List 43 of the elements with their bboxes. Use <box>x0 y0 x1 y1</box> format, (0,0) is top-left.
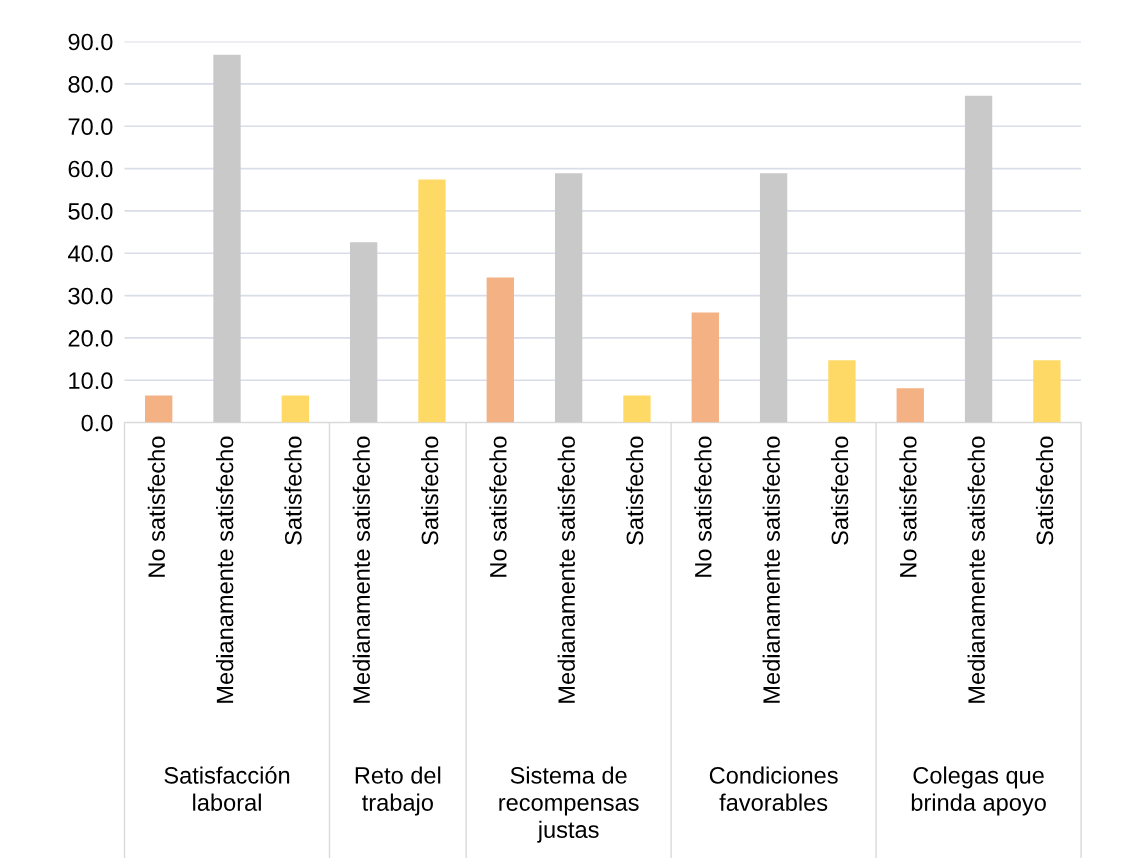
x-tick-label: Medianamente satisfecho <box>557 436 575 703</box>
bar <box>145 395 173 423</box>
text: Reto del trabajo <box>355 766 441 816</box>
bar <box>964 95 993 423</box>
text: Satisfacción laboral <box>164 766 290 811</box>
bar <box>691 312 719 423</box>
x-tick-label: Medianamente satisfecho <box>762 436 780 703</box>
bar <box>281 395 309 423</box>
text: Sistema de recompensas justas <box>499 766 639 843</box>
bar <box>1033 360 1061 423</box>
bar <box>896 388 924 423</box>
x-tick-label: No satisfecho <box>694 436 712 577</box>
x-tick-label: Medianamente satisfecho <box>967 436 985 703</box>
x-tick-label: Satisfecho <box>830 436 849 545</box>
y-tick-label: 50.0 <box>68 202 113 220</box>
bar <box>418 179 446 423</box>
y-tick-label: 90.0 <box>68 33 113 51</box>
bar <box>554 173 583 423</box>
x-tick-label: Satisfecho <box>284 436 302 545</box>
bar <box>213 54 241 423</box>
y-tick-label: 70.0 <box>68 118 113 136</box>
x-tick-label: No satisfecho <box>899 436 917 577</box>
x-tick-label: Satisfecho <box>625 436 644 545</box>
x-tick-label: Satisfecho <box>1035 436 1054 545</box>
bar <box>759 173 788 423</box>
bar <box>486 277 514 423</box>
y-tick-label: 60.0 <box>68 160 113 178</box>
bar <box>828 360 856 423</box>
x-tick-label: No satisfecho <box>489 436 507 577</box>
x-tick-label: Medianamente satisfecho <box>352 436 370 703</box>
y-tick-label: 10.0 <box>69 372 113 390</box>
bar <box>623 395 651 423</box>
x-tick-label: No satisfecho <box>147 436 166 577</box>
bar <box>349 242 378 423</box>
y-tick-label: 0.0 <box>81 414 113 432</box>
y-tick-label: 40.0 <box>68 245 113 263</box>
x-tick-label: Medianamente satisfecho <box>216 436 234 703</box>
text: Condiciones favorables <box>709 766 838 811</box>
text: Colegas que brinda apoyo <box>911 766 1046 816</box>
y-tick-label: 30.0 <box>68 287 113 305</box>
y-tick-label: 80.0 <box>68 75 113 93</box>
y-tick-label: 20.0 <box>68 330 113 347</box>
x-tick-label: Satisfecho <box>420 436 439 545</box>
